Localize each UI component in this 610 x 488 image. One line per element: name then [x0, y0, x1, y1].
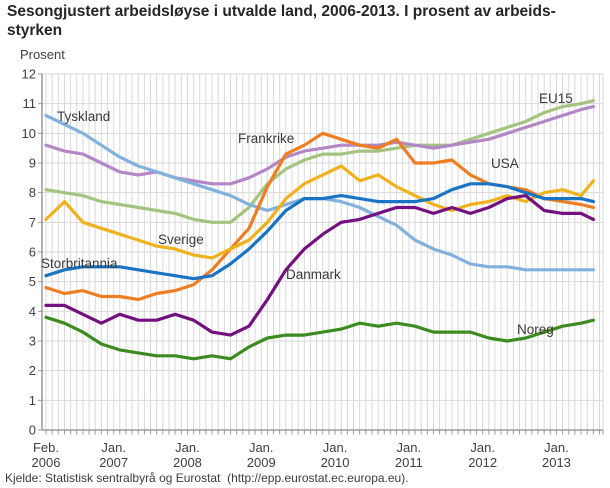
x-tick-year: 2013 — [542, 455, 571, 470]
x-tick-year: 2008 — [173, 455, 202, 470]
y-tick-label: 0 — [29, 423, 36, 438]
series-label-tyskland: Tyskland — [57, 109, 110, 124]
series-line-storbritannia — [44, 182, 596, 281]
x-tick-year: 2010 — [321, 455, 350, 470]
x-tick-year: 2012 — [468, 455, 497, 470]
x-tick-year: 2006 — [32, 455, 61, 470]
x-tick-month: Jan. — [323, 440, 348, 455]
y-tick-label: 7 — [29, 215, 36, 230]
y-tick-label: 8 — [29, 185, 36, 200]
series-line-frankrike — [44, 104, 596, 186]
y-tick-label: 5 — [29, 274, 36, 289]
x-tick-month: Jan. — [470, 440, 495, 455]
y-tick-label: 10 — [22, 126, 36, 141]
series-label-frankrike: Frankrike — [238, 131, 294, 146]
series-line-sverige — [44, 164, 596, 260]
chart-title-line2: styrken — [7, 22, 63, 39]
series-line-eu15 — [44, 99, 596, 224]
series-label-danmark: Danmark — [286, 267, 341, 282]
grid-lines — [42, 73, 604, 431]
y-tick-label: 9 — [29, 155, 36, 170]
axis-ticks — [38, 73, 604, 435]
series-label-storbritannia: Storbritannia — [41, 256, 118, 271]
y-tick-label: 2 — [29, 363, 36, 378]
x-tick-year: 2009 — [247, 455, 276, 470]
x-tick-month: Jan. — [101, 440, 126, 455]
chart-title: Sesongjustert arbeidsløyse i utvalde lan… — [7, 2, 603, 40]
y-tick-label: 11 — [23, 96, 37, 111]
x-tick-month: Jan. — [175, 440, 200, 455]
series-line-danmark — [44, 194, 596, 337]
series-labels: EU15 Frankrike Tyskland USA Sverige Storbrita… — [41, 91, 573, 337]
x-tick-year: 2007 — [99, 455, 128, 470]
chart-title-line1: Sesongjustert arbeidsløyse i utvalde lan… — [7, 3, 556, 20]
series-line-noreg — [44, 315, 596, 361]
y-tick-label: 4 — [29, 304, 36, 319]
x-tick-month: Jan. — [397, 440, 422, 455]
series-label-sverige: Sverige — [158, 232, 204, 247]
x-tick-month: Jan. — [544, 440, 569, 455]
source-text: Kjelde: Statistisk sentralbyrå og Eurost… — [5, 471, 409, 485]
x-tick-month: Jan. — [249, 440, 274, 455]
y-tick-label: 6 — [29, 244, 36, 259]
axes — [41, 74, 603, 431]
y-tick-label: 1 — [29, 393, 36, 408]
x-tick-labels: Feb.2006Jan.2007Jan.2008Jan.2009Jan.2010… — [32, 440, 571, 470]
x-tick-month: Feb. — [33, 440, 59, 455]
series-label-eu15: EU15 — [539, 91, 573, 106]
series-label-usa: USA — [491, 156, 519, 171]
x-tick-year: 2011 — [395, 455, 423, 470]
y-tick-label: 12 — [22, 66, 36, 81]
y-tick-label: 3 — [29, 333, 36, 348]
series-lines — [44, 99, 596, 361]
series-label-noreg: Noreg — [517, 322, 554, 337]
y-axis-unit-label: Prosent — [20, 47, 65, 62]
